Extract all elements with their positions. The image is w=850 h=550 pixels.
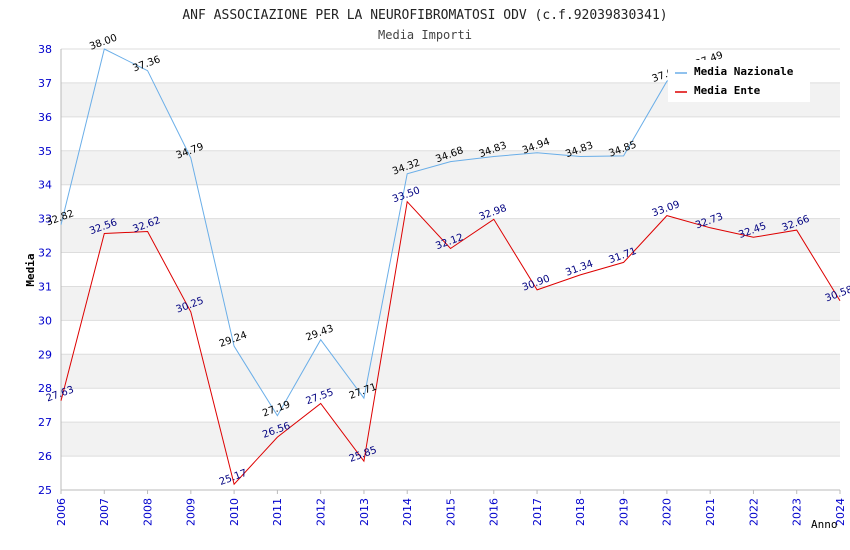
x-tick-label: 2006 <box>55 498 68 526</box>
x-tick-label: 2017 <box>531 498 544 526</box>
y-tick-label: 36 <box>38 111 52 124</box>
x-tick-label: 2022 <box>747 498 760 526</box>
plot-band <box>61 116 840 151</box>
legend-box <box>668 60 810 102</box>
legend: Media Nazionale Media Ente <box>668 60 810 102</box>
plot-band <box>61 422 840 457</box>
grid-lines <box>61 48 840 491</box>
legend-label-nazionale: Media Nazionale <box>694 65 794 78</box>
x-tick-label: 2011 <box>271 498 284 526</box>
x-tick-label: 2007 <box>98 498 111 526</box>
plot-band <box>61 354 840 389</box>
y-tick-label: 33 <box>38 213 52 226</box>
legend-label-ente: Media Ente <box>694 84 761 97</box>
x-tick-label: 2010 <box>228 498 241 526</box>
plot-band <box>61 184 840 219</box>
y-tick-label: 30 <box>38 314 52 327</box>
x-tick-label: 2015 <box>444 498 457 526</box>
x-tick-label: 2019 <box>617 498 630 526</box>
chart-subtitle: Media Importi <box>378 28 472 42</box>
plot-band <box>61 252 840 287</box>
x-tick-label: 2018 <box>574 498 587 526</box>
y-tick-label: 37 <box>38 77 52 90</box>
y-tick-label: 38 <box>38 43 52 56</box>
y-tick-label: 29 <box>38 348 52 361</box>
x-tick-label: 2013 <box>358 498 371 526</box>
chart-title: ANF ASSOCIAZIONE PER LA NEUROFIBROMATOSI… <box>182 8 667 23</box>
y-tick-label: 34 <box>38 179 52 192</box>
x-tick-label: 2016 <box>488 498 501 526</box>
x-tick-label: 2024 <box>834 498 847 526</box>
y-tick-label: 35 <box>38 145 52 158</box>
series-line-ente <box>60 200 841 486</box>
y-tick-label: 25 <box>38 484 52 497</box>
y-tick-label: 28 <box>38 382 52 395</box>
tick-labels: 25 26 27 28 29 30 31 32 33 34 35 36 37 38 2006 2007 2008… <box>38 43 847 526</box>
series-lines <box>60 48 841 486</box>
x-axis-label: Anno <box>811 518 838 531</box>
series-line-nazionale <box>60 48 711 417</box>
plot-band <box>61 150 840 185</box>
y-axis-label: Media <box>24 253 37 286</box>
plot-band <box>61 286 840 321</box>
plot-band <box>61 456 840 490</box>
x-tick-label: 2014 <box>401 498 414 526</box>
x-tick-label: 2023 <box>791 498 804 526</box>
y-tick-label: 31 <box>38 280 52 293</box>
x-tick-label: 2009 <box>185 498 198 526</box>
plot-band <box>61 388 840 423</box>
y-tick-label: 26 <box>38 450 52 463</box>
x-tick-label: 2020 <box>661 498 674 526</box>
plot-band <box>61 218 840 253</box>
y-tick-label: 27 <box>38 416 52 429</box>
x-tick-label: 2012 <box>315 498 328 526</box>
axes <box>60 49 841 494</box>
plot-band <box>61 320 840 355</box>
plot-background-bands <box>61 49 840 490</box>
x-tick-label: 2021 <box>704 498 717 526</box>
x-tick-label: 2008 <box>141 498 154 526</box>
y-tick-label: 32 <box>38 247 52 260</box>
